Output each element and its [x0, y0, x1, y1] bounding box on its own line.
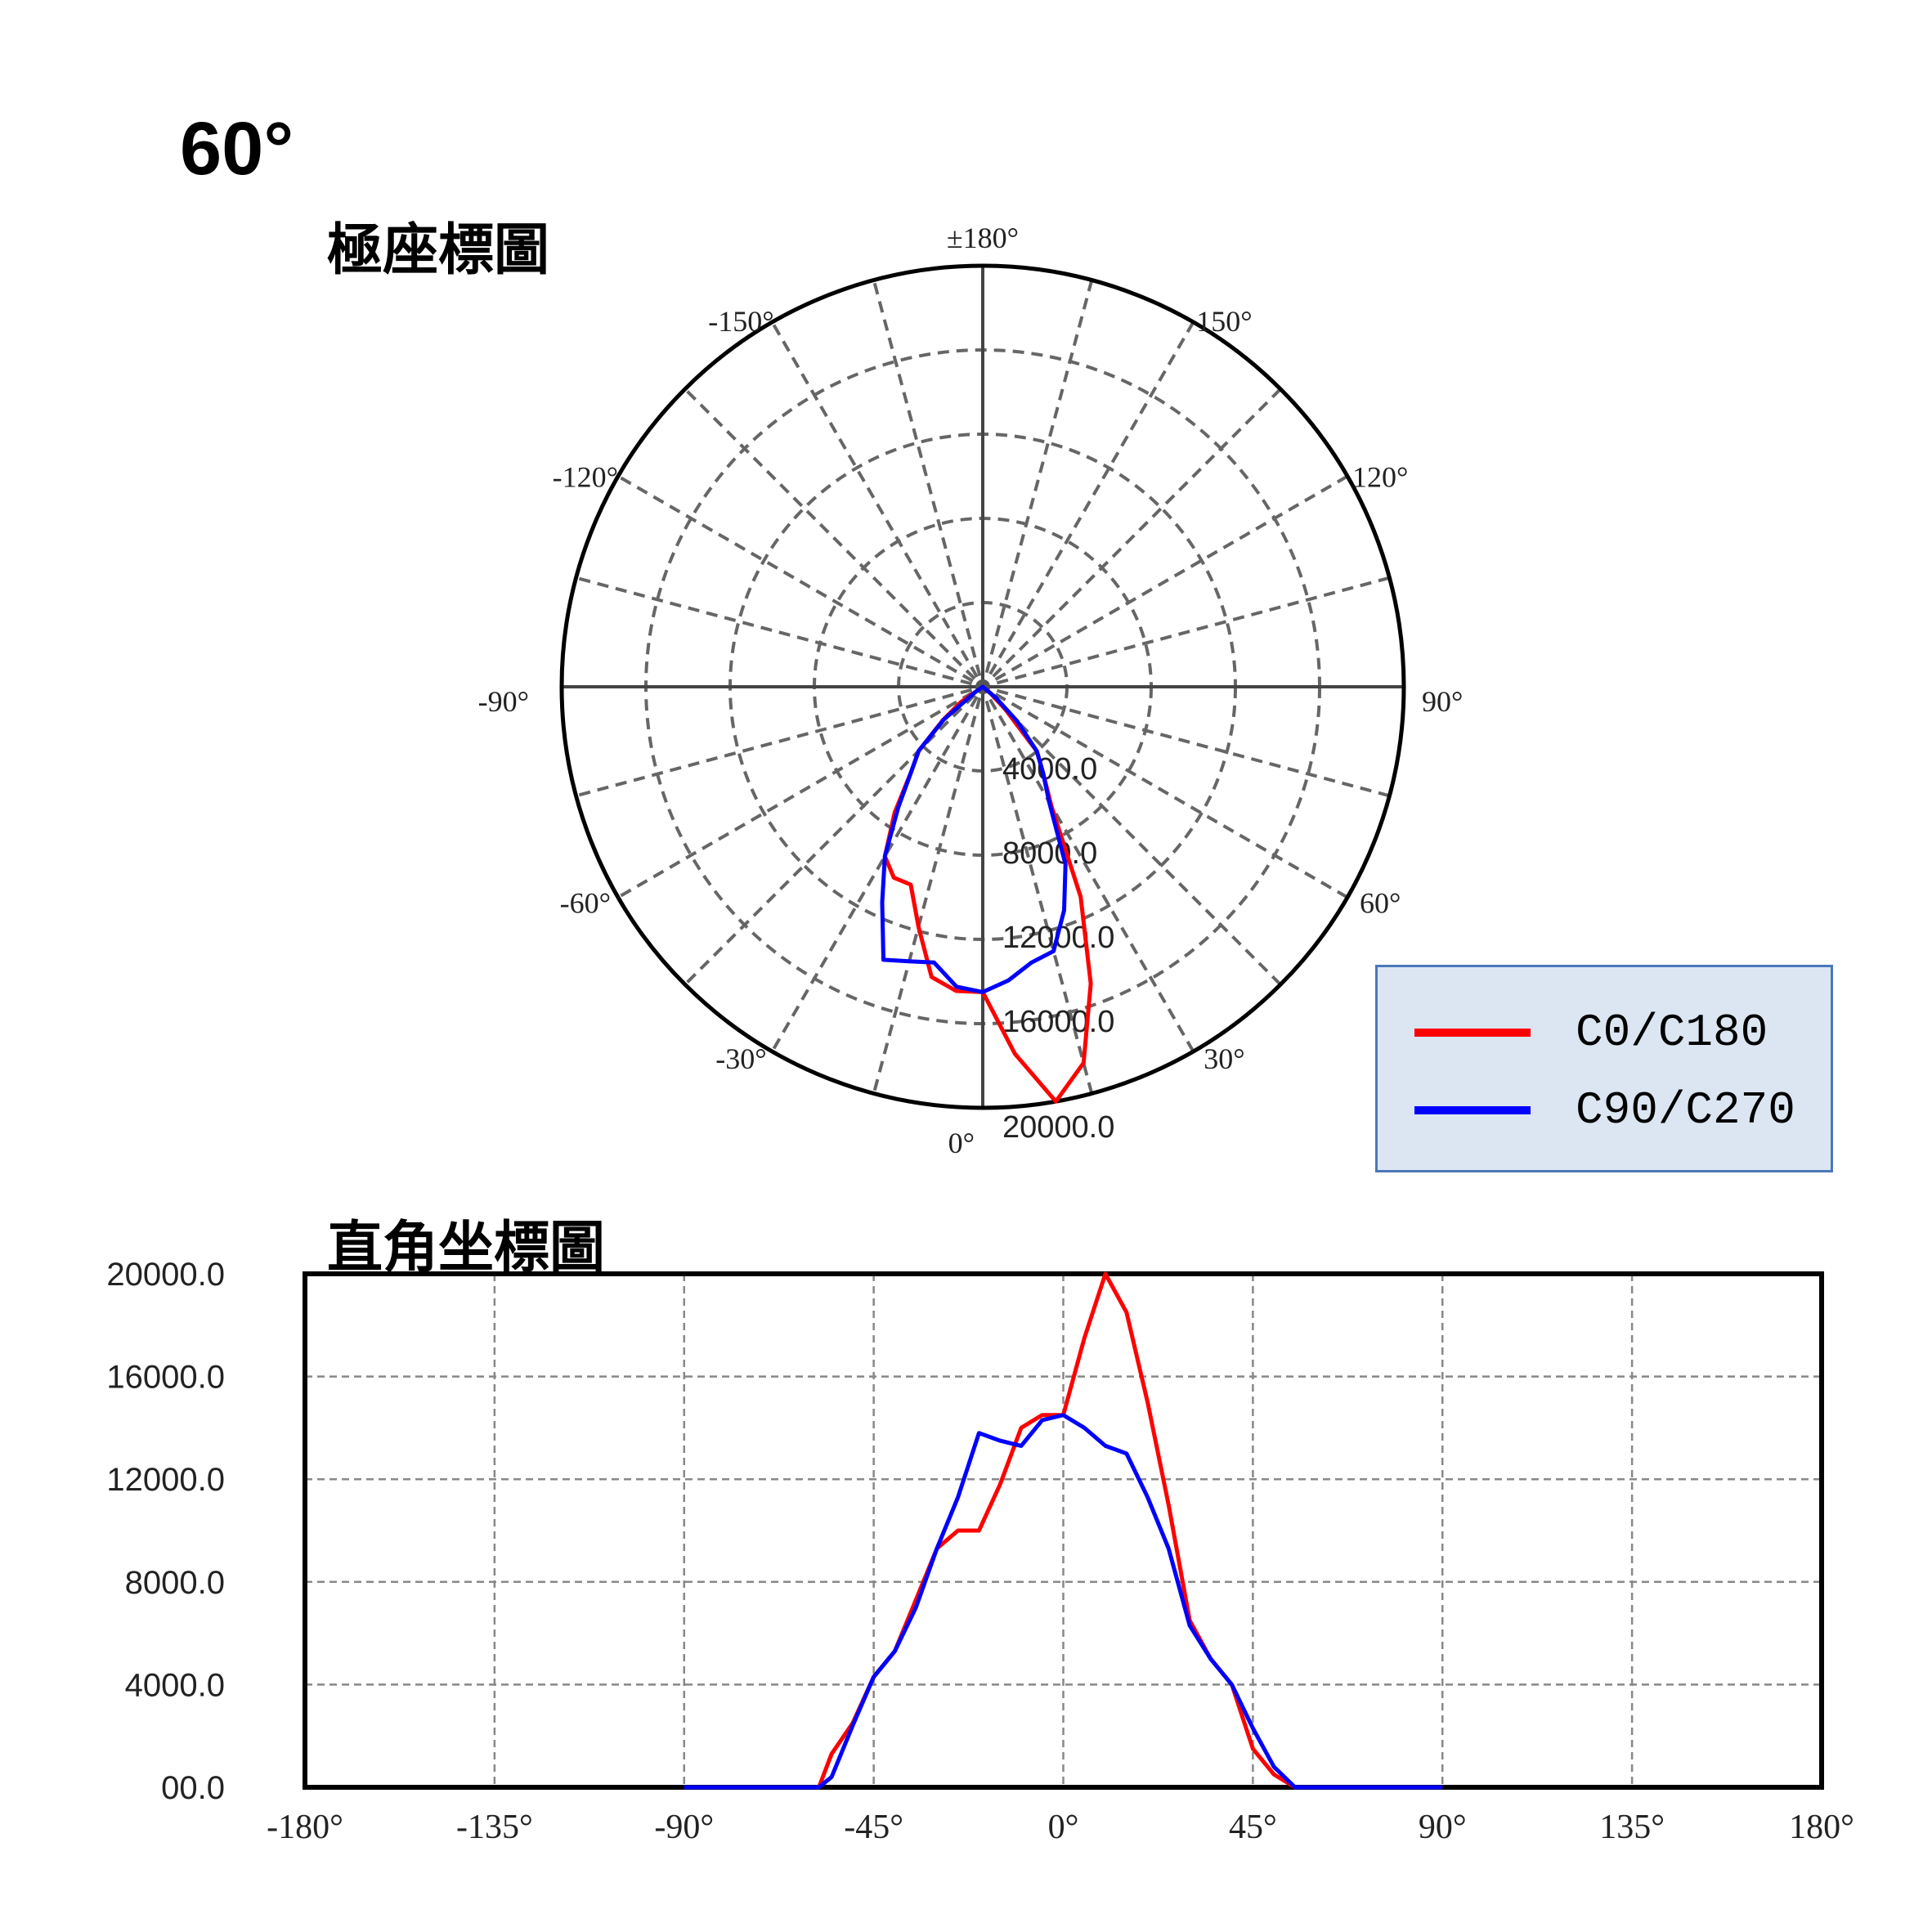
cartesian-y-tick-label: 00.0: [161, 1770, 225, 1806]
polar-series-c90-c270: [880, 684, 1068, 994]
polar-outer-circle: [559, 263, 1406, 1110]
polar-angle-label: 0°: [948, 1127, 975, 1159]
polar-angle-label: ±180°: [947, 222, 1019, 254]
cartesian-x-tick-label: 45°: [1229, 1809, 1277, 1846]
cartesian-y-tick-label: 20000.0: [106, 1257, 225, 1293]
cartesian-x-tick-label: -90°: [654, 1809, 714, 1846]
cartesian-x-tick-label: 180°: [1789, 1809, 1854, 1846]
cartesian-x-tick-label: 90°: [1419, 1809, 1467, 1846]
polar-series-c0-c180: [882, 684, 1093, 1104]
polar-chart: ±180° 150° 120° 90° 60° 30° 0° -30° -60° -90° -120…: [478, 222, 1464, 1159]
cartesian-y-tick-label: 8000.0: [125, 1565, 225, 1601]
polar-angle-label: 150°: [1196, 305, 1252, 338]
polar-chart-title: 極座標圖: [327, 218, 550, 283]
legend-swatch-c90-c270: [1414, 1106, 1531, 1114]
cartesian-x-tick-label: 0°: [1048, 1809, 1079, 1846]
cartesian-x-tick-label: -180°: [267, 1809, 343, 1846]
cartesian-y-tick-label: 4000.0: [125, 1667, 225, 1703]
polar-angle-label: 30°: [1204, 1042, 1244, 1075]
polar-radial-label: 8000.0: [1002, 836, 1097, 871]
polar-angle-label: 60°: [1360, 887, 1401, 920]
legend-item-c90-c270: C90/C270: [1414, 1082, 1795, 1139]
legend-label-c90-c270: C90/C270: [1576, 1084, 1795, 1136]
polar-angle-label: -150°: [708, 305, 773, 338]
polar-angle-label: -90°: [478, 685, 529, 718]
cartesian-x-tick-label: 135°: [1599, 1809, 1665, 1846]
page-title: 60°: [180, 107, 294, 191]
polar-radial-label: 16000.0: [1002, 1005, 1114, 1039]
cartesian-chart: 00.0 4000.0 8000.0 12000.0 16000.0 20000.0 -18…: [106, 1257, 1854, 1846]
polar-angle-label: 120°: [1352, 461, 1408, 494]
cartesian-chart-title: 直角坐標圖: [327, 1216, 606, 1280]
chart-legend: C0/C180 C90/C270: [1375, 965, 1833, 1172]
polar-radial-label: 4000.0: [1002, 752, 1097, 787]
polar-angle-label: -120°: [553, 461, 618, 494]
legend-swatch-c0-c180: [1414, 1029, 1531, 1037]
cartesian-y-tick-label: 16000.0: [106, 1360, 225, 1396]
polar-angle-label: -30°: [715, 1042, 766, 1075]
legend-item-c0-c180: C0/C180: [1414, 1004, 1768, 1061]
cartesian-y-tick-label: 12000.0: [106, 1462, 225, 1498]
polar-radial-label: 20000.0: [1002, 1110, 1114, 1145]
polar-angle-label: 90°: [1422, 685, 1463, 718]
cartesian-series-c90-c270: [684, 1413, 1443, 1790]
cartesian-frame: [303, 1271, 1824, 1790]
cartesian-x-tick-label: -135°: [456, 1809, 533, 1846]
legend-label-c0-c180: C0/C180: [1576, 1006, 1768, 1059]
cartesian-x-tick-label: -45°: [844, 1809, 903, 1846]
polar-angle-label: -60°: [560, 887, 611, 920]
